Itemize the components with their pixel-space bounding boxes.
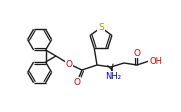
- Text: S: S: [98, 23, 104, 32]
- Text: OH: OH: [149, 56, 162, 66]
- Text: O: O: [66, 59, 73, 69]
- Text: NH₂: NH₂: [105, 71, 121, 81]
- Text: O: O: [134, 48, 140, 57]
- Text: O: O: [73, 78, 81, 86]
